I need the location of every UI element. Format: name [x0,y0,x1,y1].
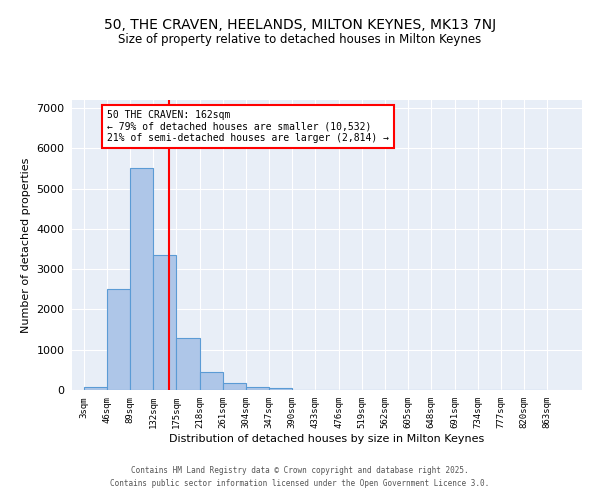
Bar [246,387,269,390]
Bar [223,383,246,390]
Text: 50, THE CRAVEN, HEELANDS, MILTON KEYNES, MK13 7NJ: 50, THE CRAVEN, HEELANDS, MILTON KEYNES,… [104,18,496,32]
Bar [130,168,153,390]
Bar [269,388,292,390]
X-axis label: Distribution of detached houses by size in Milton Keynes: Distribution of detached houses by size … [169,434,485,444]
Text: 50 THE CRAVEN: 162sqm
← 79% of detached houses are smaller (10,532)
21% of semi-: 50 THE CRAVEN: 162sqm ← 79% of detached … [107,110,389,144]
Bar [83,387,107,390]
Bar [107,290,130,390]
Bar [199,372,223,390]
Bar [176,338,199,390]
Text: Contains HM Land Registry data © Crown copyright and database right 2025.
Contai: Contains HM Land Registry data © Crown c… [110,466,490,487]
Y-axis label: Number of detached properties: Number of detached properties [20,158,31,332]
Text: Size of property relative to detached houses in Milton Keynes: Size of property relative to detached ho… [118,32,482,46]
Bar [153,255,176,390]
